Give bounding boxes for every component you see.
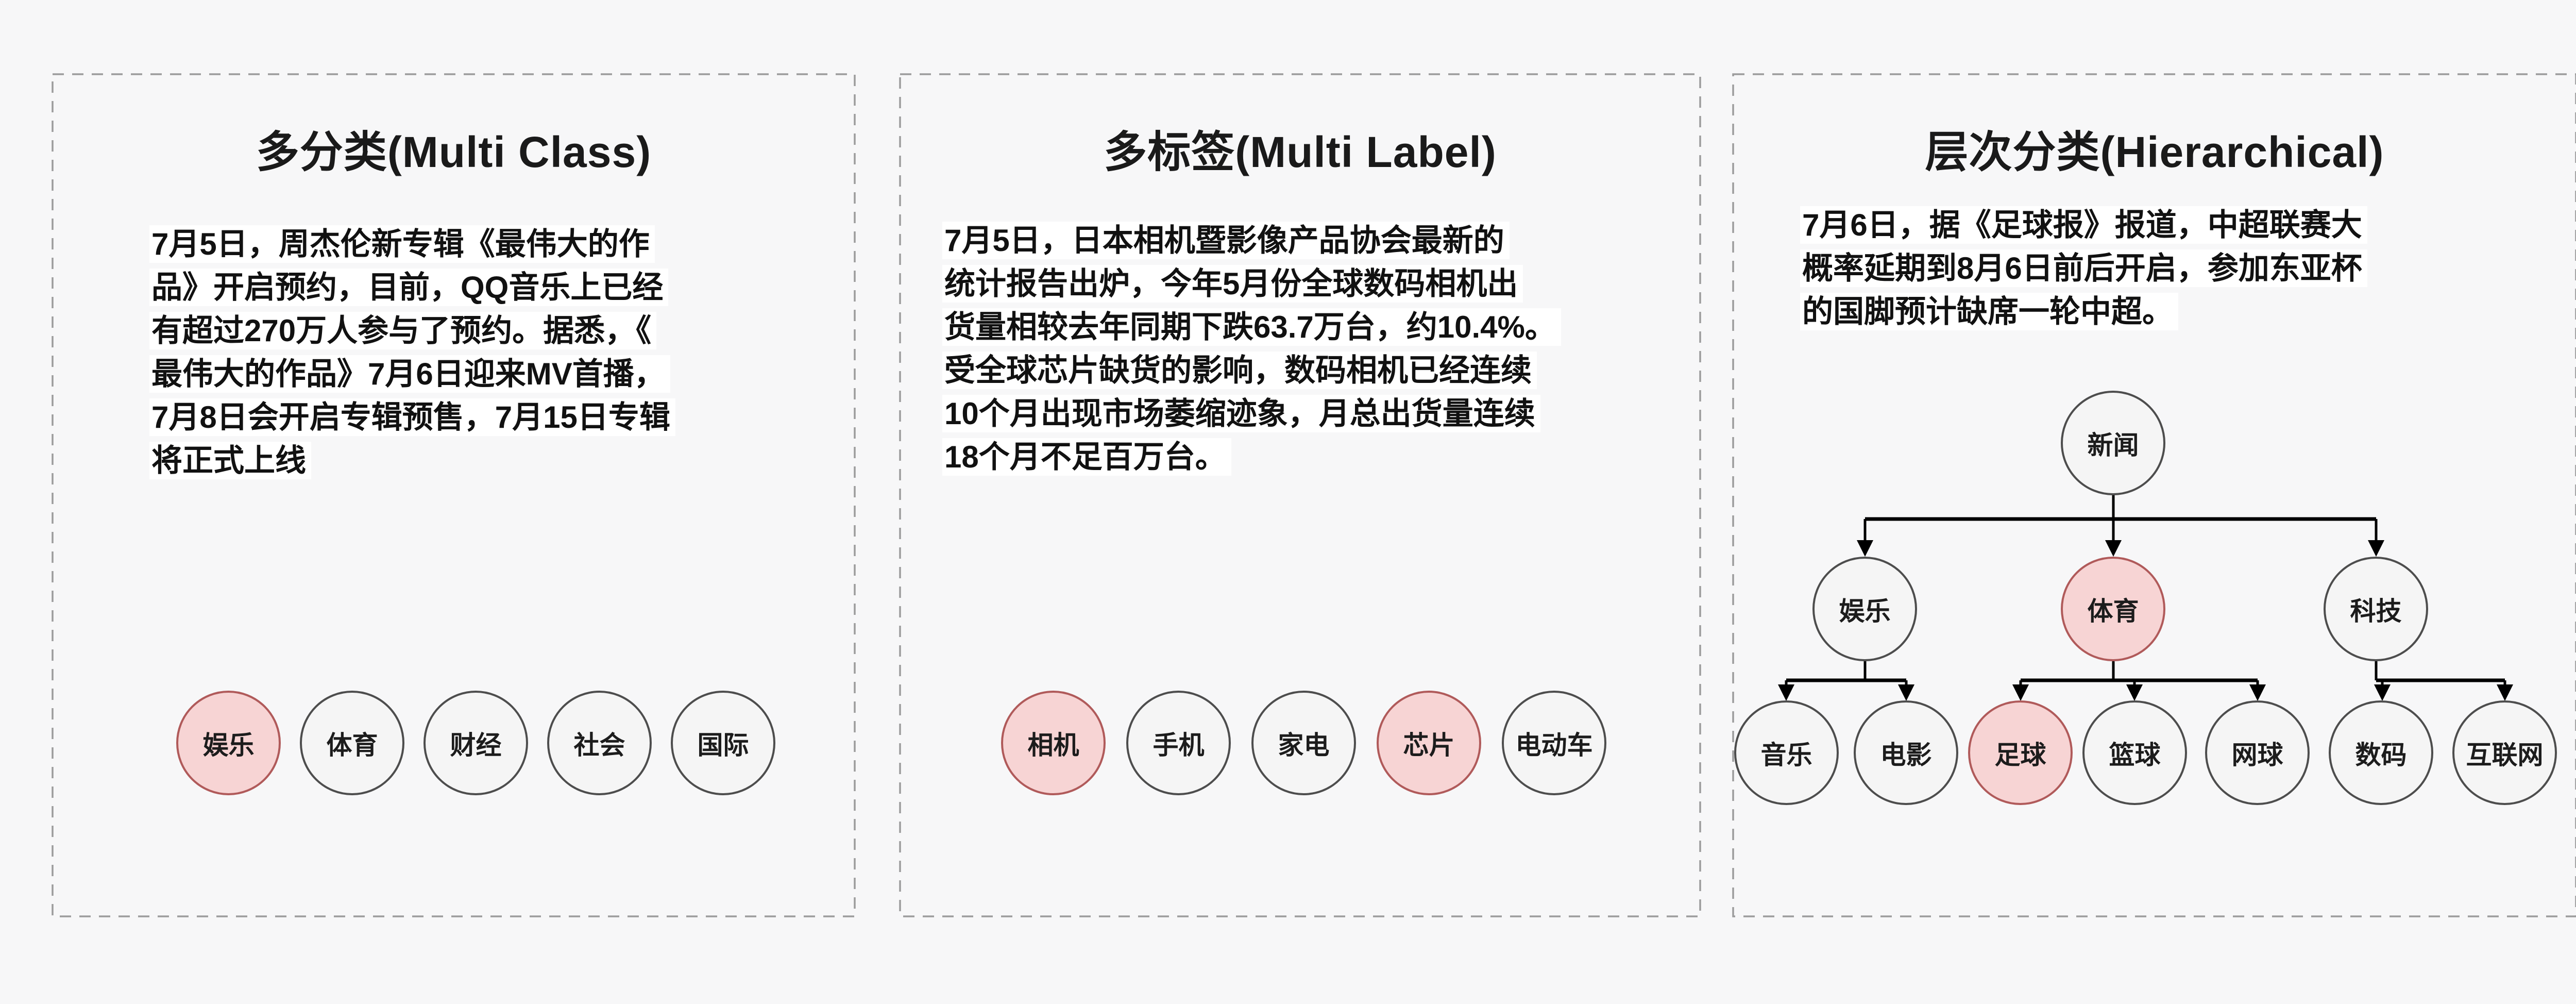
- panel-title: 多标签(Multi Label): [1104, 128, 1497, 176]
- node-sports: 体育: [2061, 557, 2165, 661]
- panel-dashed-border: [52, 73, 856, 917]
- category-row: 相机 手机 家电 芯片 电动车: [1001, 691, 1606, 795]
- circle-appliance: 家电: [1251, 691, 1356, 795]
- node-label: 娱乐: [1839, 596, 1891, 626]
- node-news: 新闻: [2061, 391, 2165, 495]
- node-label: 科技: [2350, 596, 2402, 626]
- panel-hierarchical: 层次分类(Hierarchical) 7月6日，据《足球报》报道，中超联赛大 概…: [1732, 73, 2576, 917]
- node-label: 篮球: [2109, 740, 2161, 769]
- circle-label: 社会: [573, 730, 625, 760]
- tree-connector-lines: [1778, 494, 2513, 701]
- circle-sports: 体育: [300, 691, 404, 795]
- node-digital: 数码: [2329, 700, 2433, 805]
- panel-paragraph: 7月5日，日本相机暨影像产品协会最新的 统计报告出炉，今年5月份全球数码相机出 …: [942, 219, 1674, 479]
- node-label: 音乐: [1760, 740, 1812, 769]
- circle-finance: 财经: [423, 691, 528, 795]
- node-tennis: 网球: [2205, 700, 2310, 805]
- node-label: 足球: [1994, 740, 2046, 769]
- node-internet: 互联网: [2452, 700, 2557, 805]
- paragraph-text: 7月5日，日本相机暨影像产品协会最新的 统计报告出炉，今年5月份全球数码相机出 …: [942, 222, 1561, 476]
- node-entertainment: 娱乐: [1812, 557, 1917, 661]
- panel-multi-class: 多分类(Multi Class) 7月5日，周杰伦新专辑《最伟大的作 品》开启预…: [52, 73, 856, 917]
- panel-title: 多分类(Multi Class): [256, 128, 652, 176]
- node-label: 数码: [2355, 740, 2407, 769]
- circle-label: 娱乐: [202, 730, 255, 760]
- node-technology: 科技: [2324, 557, 2428, 661]
- circle-label: 财经: [450, 730, 502, 760]
- panel-dashed-border: [899, 73, 1701, 917]
- node-label: 网球: [2231, 740, 2283, 769]
- node-movie: 电影: [1854, 700, 1958, 805]
- circle-label: 国际: [697, 730, 749, 760]
- circle-electric-vehicle: 电动车: [1502, 691, 1606, 795]
- panel-paragraph: 7月6日，据《足球报》报道，中超联赛大 概率延期到8月6日前后开启，参加东亚杯 …: [1800, 204, 2537, 333]
- circle-entertainment: 娱乐: [176, 691, 281, 795]
- node-football: 足球: [1968, 700, 2073, 805]
- node-label: 电影: [1880, 740, 1932, 769]
- category-row: 娱乐 体育 财经 社会 国际: [176, 691, 775, 795]
- circle-label: 芯片: [1403, 730, 1455, 760]
- circle-label: 手机: [1153, 730, 1205, 760]
- node-label: 互联网: [2466, 740, 2544, 769]
- circle-society: 社会: [547, 691, 652, 795]
- node-label: 新闻: [2087, 430, 2139, 460]
- circle-label: 家电: [1278, 730, 1330, 760]
- panel-multi-label: 多标签(Multi Label) 7月5日，日本相机暨影像产品协会最新的 统计报…: [899, 73, 1701, 917]
- panel-dashed-border: [1732, 73, 2576, 917]
- node-label: 体育: [2087, 596, 2139, 626]
- node-music: 音乐: [1734, 700, 1839, 805]
- circle-label: 体育: [326, 730, 378, 760]
- panel-paragraph: 7月5日，周杰伦新专辑《最伟大的作 品》开启预约，目前，QQ音乐上已经 有超过2…: [149, 223, 757, 482]
- circle-label: 电动车: [1515, 730, 1593, 760]
- circle-international: 国际: [671, 691, 775, 795]
- paragraph-text: 7月5日，周杰伦新专辑《最伟大的作 品》开启预约，目前，QQ音乐上已经 有超过2…: [149, 225, 675, 479]
- circle-camera: 相机: [1001, 691, 1106, 795]
- panel-title: 层次分类(Hierarchical): [1925, 128, 2384, 176]
- paragraph-text: 7月6日，据《足球报》报道，中超联赛大 概率延期到8月6日前后开启，参加东亚杯 …: [1800, 206, 2367, 330]
- circle-phone: 手机: [1126, 691, 1231, 795]
- node-basketball: 篮球: [2082, 700, 2187, 805]
- circle-chip: 芯片: [1377, 691, 1481, 795]
- circle-label: 相机: [1027, 730, 1079, 760]
